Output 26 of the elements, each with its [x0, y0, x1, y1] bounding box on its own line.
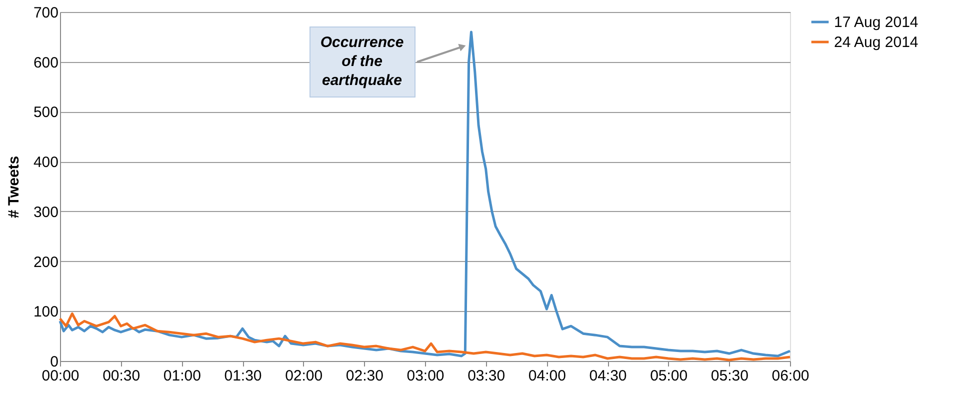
x-tick-label: 02:30: [346, 368, 384, 384]
x-tick-label: 00:30: [102, 368, 140, 384]
x-tick-label: 05:30: [710, 368, 748, 384]
x-tick-label: 06:00: [772, 368, 810, 384]
y-tick-label: 100: [33, 304, 58, 321]
x-tick-label: 02:00: [285, 368, 323, 384]
y-tick-label: 200: [33, 254, 58, 271]
y-tick-label: 300: [33, 204, 58, 221]
y-tick-label: 700: [33, 4, 58, 22]
x-tick-label: 01:00: [163, 368, 201, 384]
x-tick-label: 03:00: [406, 368, 444, 384]
y-tick-label: 500: [33, 104, 58, 122]
x-tick-label: 01:30: [224, 368, 262, 384]
annotation: Occurrence of the earthquake: [320, 34, 404, 89]
legend-label: 17 Aug 2014: [834, 14, 918, 31]
y-tick-label: 0: [50, 354, 58, 370]
x-tick-label: 05:00: [650, 368, 688, 384]
x-tick-label: 04:00: [528, 368, 566, 384]
line-series: [58, 30, 792, 358]
y-tick-label: 400: [33, 154, 58, 172]
x-tick-label: 04:30: [589, 368, 627, 384]
legend-label: 24 Aug 2014: [834, 34, 918, 51]
x-tick-label: 03:30: [468, 368, 506, 384]
y-axis-title: # Tweets: [5, 156, 22, 218]
x-tick-label: 00:00: [42, 368, 80, 384]
y-tick-label: 600: [33, 54, 58, 72]
